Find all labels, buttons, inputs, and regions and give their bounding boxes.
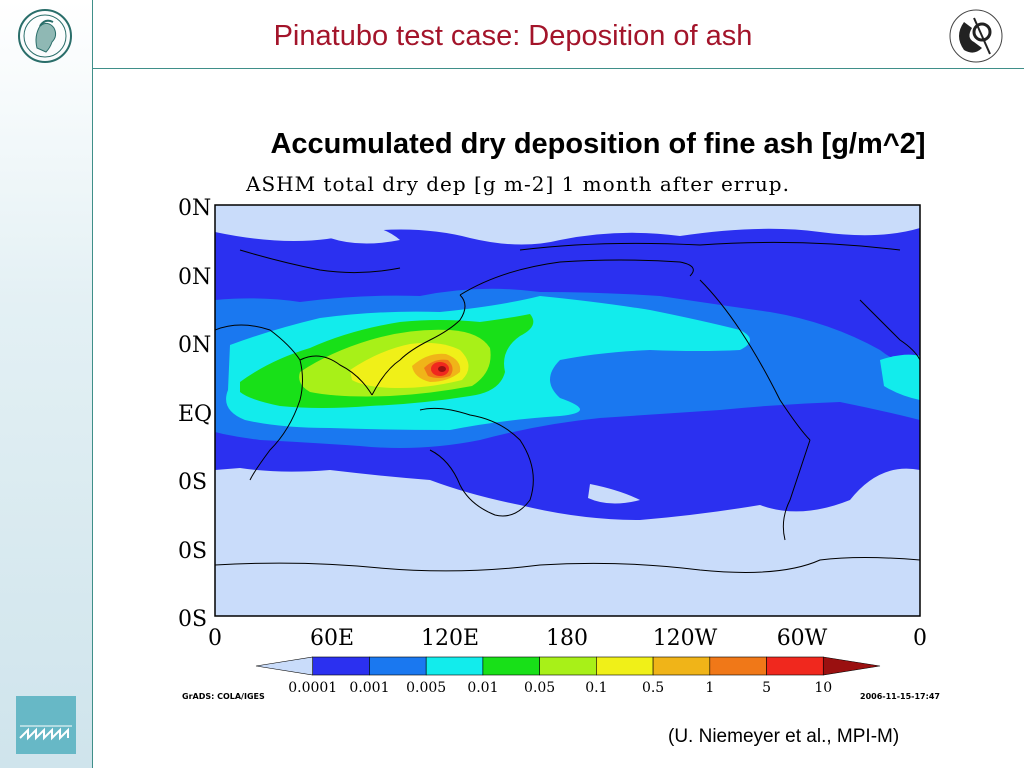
lat-tick-label: 0N [178, 333, 211, 358]
grads-credit: GrADS: COLA/IGES [182, 692, 265, 701]
colorbar-cell [369, 656, 427, 676]
lat-axis: 0N 0N 0N EQ 0S 0S 0S [178, 196, 212, 632]
field-level-0-north [330, 220, 400, 244]
lon-tick-label: 180 [546, 626, 588, 651]
figure-timestamp: 2006-11-15-17:47 [860, 692, 940, 701]
colorbar-cell [766, 656, 824, 676]
colorbar-cell [482, 656, 540, 676]
lat-tick-label: 0S [178, 470, 207, 495]
colorbar: 0.0001 0.001 0.005 0.01 0.05 0.1 0.5 1 5 10 [255, 656, 881, 696]
lat-tick-label: 0S [178, 539, 207, 564]
institute-emblem-icon [949, 9, 1003, 63]
colorbar-cell [822, 656, 881, 676]
minerva-logo-icon [18, 9, 72, 63]
map-frame [214, 204, 921, 617]
colorbar-label: 5 [762, 680, 771, 696]
colorbar-cell [312, 656, 370, 676]
colorbar-cell [425, 656, 484, 676]
lon-tick-label: 120E [421, 626, 479, 651]
lon-tick-label: 60W [777, 626, 828, 651]
colorbar-label: 0.5 [642, 680, 664, 696]
header-divider [92, 68, 1024, 69]
lat-tick-label: EQ [178, 402, 212, 427]
colorbar-cell [539, 656, 597, 676]
lat-tick-label: 0N [178, 196, 211, 221]
lon-tick-label: 120W [653, 626, 718, 651]
colorbar-label: 0.001 [349, 680, 389, 696]
colorbar-label: 0.005 [406, 680, 446, 696]
lon-tick-label: 60E [310, 626, 354, 651]
field-level-3-east [880, 354, 920, 400]
colorbar-label: 10 [814, 680, 832, 696]
slide-title: Pinatubo test case: Deposition of ash [273, 20, 753, 52]
slide-subtitle: Accumulated dry deposition of fine ash [… [270, 128, 926, 160]
coastlines [215, 241, 920, 573]
colorbar-label: 0.1 [585, 680, 607, 696]
lat-tick-label: 0N [178, 265, 211, 290]
colorbar-label: 0.0001 [288, 680, 337, 696]
sidebar-divider [92, 0, 93, 768]
field-level-10 [438, 366, 446, 372]
colorbar-cell [255, 656, 314, 676]
figure-title: ASHM total dry dep [g m-2] 1 month after… [246, 172, 790, 196]
map-field [215, 205, 920, 616]
zmaw-logo-icon [16, 696, 76, 754]
colorbar-label: 1 [705, 680, 714, 696]
lon-tick-label: 0 [208, 626, 222, 651]
colorbar-cell [709, 656, 767, 676]
colorbar-label: 0.05 [524, 680, 555, 696]
lat-tick-label: 0S [178, 607, 207, 632]
field-level-0-south [588, 484, 640, 504]
lon-tick-label: 0 [913, 626, 927, 651]
colorbar-label: 0.01 [467, 680, 498, 696]
author-credit: (U. Niemeyer et al., MPI-M) [668, 726, 900, 747]
sidebar-band [0, 0, 92, 768]
colorbar-cell [652, 656, 711, 676]
lon-axis: 0 60E 120E 180 120W 60W 0 [208, 626, 927, 651]
colorbar-cell [596, 656, 654, 676]
